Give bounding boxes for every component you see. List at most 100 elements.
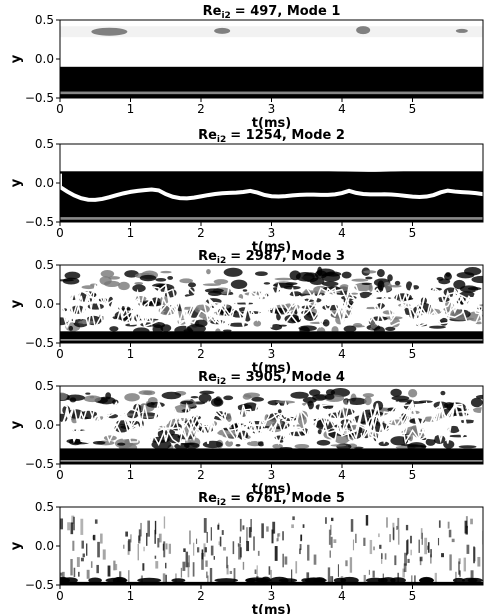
field-streak xyxy=(154,555,157,559)
field-blob xyxy=(418,577,435,583)
field-streak xyxy=(154,520,157,535)
field-blob xyxy=(138,390,153,395)
y-axis-label: y xyxy=(9,541,24,550)
field-blob xyxy=(194,319,208,328)
field-streak xyxy=(246,541,250,552)
y-tick-label: 0.0 xyxy=(35,176,54,190)
x-tick-label: 3 xyxy=(268,468,276,482)
field-streak xyxy=(411,575,413,585)
field-streak xyxy=(384,553,387,560)
field-streak xyxy=(381,553,383,559)
field-blob xyxy=(100,269,115,278)
field-blob xyxy=(452,577,465,583)
field-image xyxy=(60,144,483,222)
field-blob xyxy=(155,277,167,282)
field-streak xyxy=(185,551,189,568)
field-blob xyxy=(425,438,436,446)
field-blob xyxy=(103,280,120,288)
field-streak xyxy=(128,539,131,552)
panel-title: Rei2 = 3905, Mode 4 xyxy=(198,370,345,387)
field-streak xyxy=(229,570,233,575)
field-blob xyxy=(223,395,234,401)
field-streak xyxy=(209,567,213,584)
field-blob xyxy=(223,267,243,277)
field-streak xyxy=(218,541,220,546)
field-streak xyxy=(162,573,166,585)
field-blob xyxy=(368,284,373,292)
field-blob xyxy=(255,271,268,276)
field-streak xyxy=(115,564,118,571)
x-axis-label: t(ms) xyxy=(252,240,291,255)
field-band xyxy=(60,219,483,222)
field-streak xyxy=(147,520,150,537)
field-streak xyxy=(219,536,222,547)
field-streak xyxy=(421,532,423,545)
field-streak xyxy=(107,565,111,577)
field-streak xyxy=(295,561,298,574)
field-blob xyxy=(394,280,401,286)
field-streak xyxy=(242,561,245,570)
field-streak xyxy=(407,558,410,563)
field-streak xyxy=(163,516,166,529)
field-streak xyxy=(291,569,293,584)
field-streak xyxy=(206,531,208,543)
field-streak xyxy=(427,545,429,550)
field-blob xyxy=(235,444,241,447)
field-blob xyxy=(312,394,327,401)
field-streak xyxy=(300,534,303,542)
field-blob xyxy=(146,401,165,408)
field-blob xyxy=(108,276,121,280)
field-streak xyxy=(213,556,216,560)
field-blob xyxy=(391,395,410,401)
field-blob xyxy=(117,442,126,446)
field-streak xyxy=(206,571,208,579)
field-blob xyxy=(61,577,78,584)
field-streak xyxy=(410,549,412,556)
x-axis-label: t(ms) xyxy=(252,482,291,497)
field-band xyxy=(60,217,483,220)
title-sub: i2 xyxy=(217,135,226,145)
field-blob xyxy=(83,395,102,403)
field-blob xyxy=(134,282,144,285)
y-tick-label: 0.0 xyxy=(35,52,54,66)
field-streak xyxy=(345,560,348,567)
field-streak xyxy=(350,519,354,532)
field-streak xyxy=(419,557,422,566)
field-streak xyxy=(128,570,130,584)
field-streak xyxy=(80,557,84,562)
field-streak xyxy=(449,554,452,571)
field-streak xyxy=(393,527,395,541)
field-blob xyxy=(316,439,331,446)
field-streak xyxy=(447,521,450,529)
field-streak xyxy=(470,518,473,525)
field-streak xyxy=(395,525,398,530)
field-blob xyxy=(365,577,385,583)
field-blob xyxy=(408,389,418,398)
x-tick-label: 2 xyxy=(197,102,205,116)
field-streak xyxy=(165,574,167,585)
field-blob xyxy=(363,306,381,310)
field-blob xyxy=(387,274,393,282)
title-sub: i2 xyxy=(221,11,230,21)
field-blob xyxy=(356,26,371,35)
field-streak xyxy=(413,575,416,585)
field-band xyxy=(60,94,483,98)
field-band xyxy=(60,461,483,464)
field-blob xyxy=(471,275,483,284)
field-band xyxy=(60,460,483,462)
field-streak xyxy=(158,533,162,543)
field-streak xyxy=(277,533,281,537)
field-streak xyxy=(226,564,229,575)
field-blob xyxy=(225,440,234,447)
field-stroke xyxy=(60,157,483,172)
field-blob xyxy=(377,280,385,291)
field-streak xyxy=(463,557,467,572)
field-streak xyxy=(238,543,242,560)
field-blob xyxy=(324,271,342,277)
title-main: Re xyxy=(198,491,217,506)
field-blob xyxy=(207,290,222,297)
field-streak xyxy=(328,529,331,545)
y-tick-label: 0.0 xyxy=(35,297,54,311)
title-main: Re xyxy=(198,249,217,264)
field-stroke xyxy=(60,284,483,328)
